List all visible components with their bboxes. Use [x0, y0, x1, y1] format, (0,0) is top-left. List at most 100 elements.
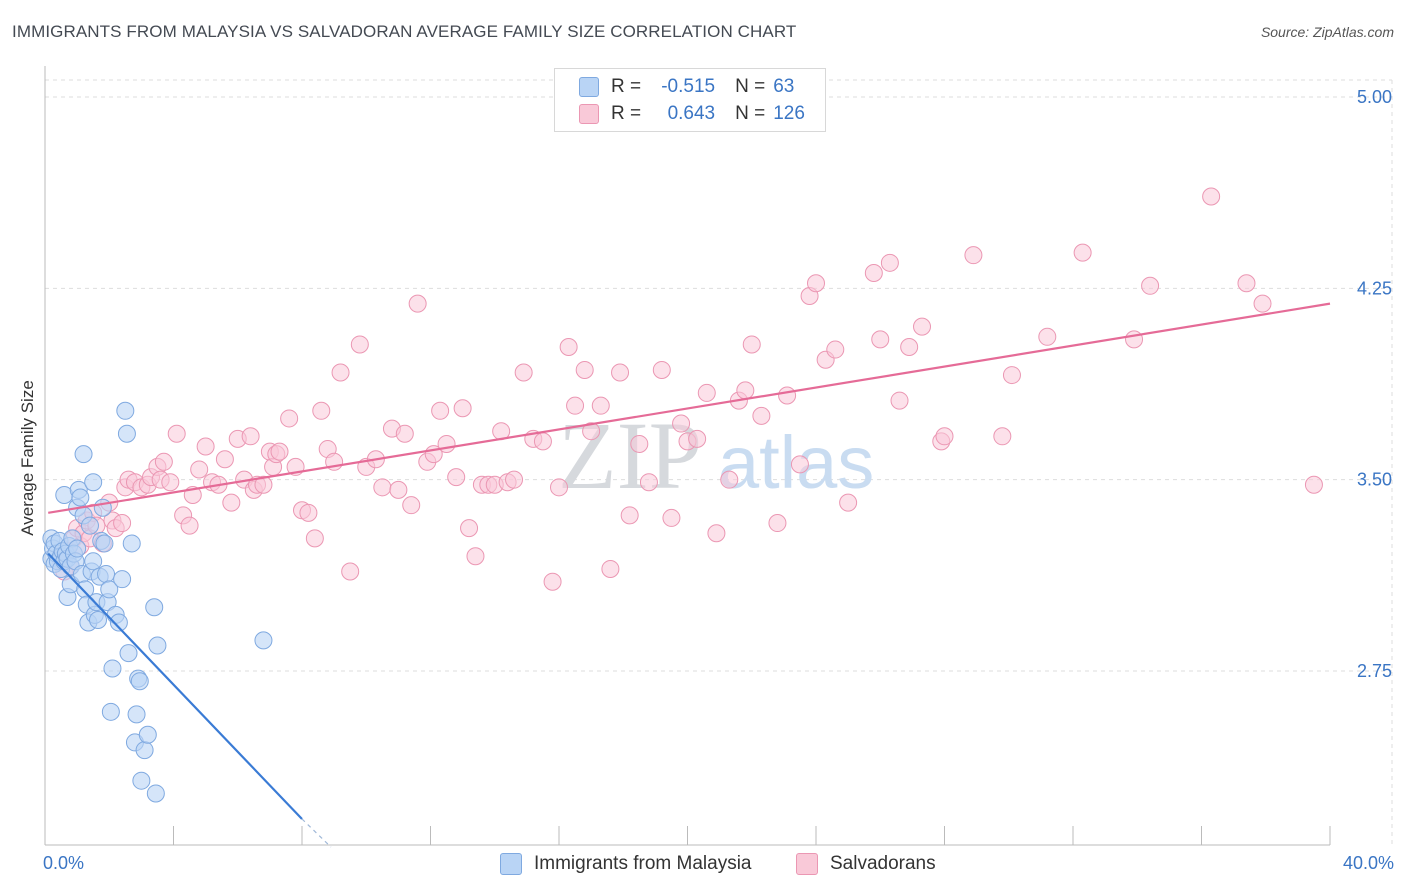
salvadoran-point [270, 442, 289, 461]
salvadoran-point [505, 470, 524, 489]
malaysia-point [103, 659, 122, 678]
malaysia-trend-extension [301, 818, 332, 848]
salvadoran-point [1002, 366, 1021, 385]
salvadoran-point [299, 503, 318, 522]
legend-r-label: R = [611, 76, 642, 97]
x-tick-label: 40.0% [1343, 853, 1394, 873]
malaysia-point [100, 580, 119, 599]
salvadoran-point [305, 529, 324, 548]
malaysia-points [42, 401, 273, 803]
salvadoran-point [964, 246, 983, 265]
source-label: Source: ZipAtlas.com [1260, 24, 1394, 40]
malaysia-point [84, 473, 103, 492]
malaysia-point [119, 644, 138, 663]
salvadoran-point [350, 335, 369, 354]
salvadoran-point [993, 427, 1012, 446]
salvadoran-point [514, 363, 533, 382]
malaysia-point [101, 702, 120, 721]
salvadoran-point [453, 399, 472, 418]
salvadoran-point [1304, 475, 1323, 494]
salvadoran-point [331, 363, 350, 382]
legend-r-value: 0.643 [667, 103, 716, 124]
salvadoran-point [697, 383, 716, 402]
malaysia-point [71, 488, 90, 507]
salvadoran-point [113, 514, 132, 533]
bottom-legend-salvadorans: Salvadorans [796, 852, 936, 876]
legend-n-value: 63 [773, 76, 795, 97]
bottom-legend-swatch-pink [796, 853, 818, 875]
malaysia-point [127, 705, 146, 724]
salvadoran-point [688, 429, 707, 448]
salvadoran-point [559, 338, 578, 357]
legend-n-label: N = [735, 103, 766, 124]
salvadoran-point [312, 401, 331, 420]
trend-lines [47, 302, 1331, 848]
legend-r-label: R = [611, 103, 642, 124]
salvadoran-point [639, 473, 658, 492]
legend-swatch-blue [579, 77, 599, 97]
axes-layer [44, 66, 1331, 846]
salvadoran-point [447, 468, 466, 487]
malaysia-point [93, 498, 112, 517]
salvadoran-point [533, 432, 552, 451]
salvadoran-point [1141, 276, 1160, 295]
malaysia-point [95, 534, 114, 553]
y-tick-label: 5.00 [1357, 87, 1392, 107]
legend-n-value: 126 [773, 103, 805, 124]
salvadoran-point [935, 427, 954, 446]
salvadoran-point [402, 496, 421, 515]
malaysia-point [74, 445, 93, 464]
salvadoran-point [790, 455, 809, 474]
salvadoran-point [736, 381, 755, 400]
y-tick-label: 2.75 [1357, 661, 1392, 681]
malaysia-point [89, 610, 108, 629]
salvadoran-point [575, 360, 594, 379]
salvadoran-point [341, 562, 360, 581]
salvadoran-point [190, 460, 209, 479]
salvadoran-point [566, 396, 585, 415]
salvadoran-point [826, 340, 845, 359]
bottom-legend-label: Salvadorans [830, 853, 936, 874]
salvadoran-point [222, 493, 241, 512]
malaysia-point [135, 741, 154, 760]
y-tick-label: 3.50 [1357, 470, 1392, 490]
salvadoran-point [1073, 243, 1092, 262]
x-tick-label: 0.0% [43, 853, 84, 873]
salvadoran-point [373, 478, 392, 497]
bottom-legend-label: Immigrants from Malaysia [534, 853, 752, 874]
legend-n-label: N = [735, 76, 766, 97]
malaysia-point [148, 636, 167, 655]
salvadorans-trend-line [48, 302, 1331, 514]
y-axis-label: Average Family Size [18, 380, 37, 536]
legend-row-malaysia: R = -0.515 N = 63 [579, 75, 794, 99]
salvadoran-point [1202, 187, 1221, 206]
salvadoran-point [582, 422, 601, 441]
salvadoran-point [460, 519, 479, 538]
malaysia-point [122, 534, 141, 553]
salvadoran-point [630, 434, 649, 453]
salvadoran-point [389, 480, 408, 499]
salvadoran-point [768, 514, 787, 533]
salvadoran-point [913, 317, 932, 336]
salvadoran-point [611, 363, 630, 382]
salvadoran-point [601, 559, 620, 578]
malaysia-point [145, 598, 164, 617]
salvadoran-point [1125, 330, 1144, 349]
malaysia-point [113, 570, 132, 589]
salvadoran-point [215, 450, 234, 469]
salvadoran-point [864, 264, 883, 283]
salvadoran-point [752, 406, 771, 425]
salvadoran-point [742, 335, 761, 354]
salvadoran-point [871, 330, 890, 349]
malaysia-point [109, 613, 128, 632]
salvadoran-point [254, 475, 273, 494]
salvadoran-point [720, 470, 739, 489]
legend-swatch-pink [579, 104, 599, 124]
legend-r-value: -0.515 [661, 76, 716, 97]
salvadoran-point [1237, 274, 1256, 293]
salvadoran-point [672, 414, 691, 433]
salvadoran-point [900, 338, 919, 357]
legend-box: R = -0.515 N = 63 R = 0.643 N = 126 [554, 68, 826, 132]
salvadoran-point [196, 437, 215, 456]
